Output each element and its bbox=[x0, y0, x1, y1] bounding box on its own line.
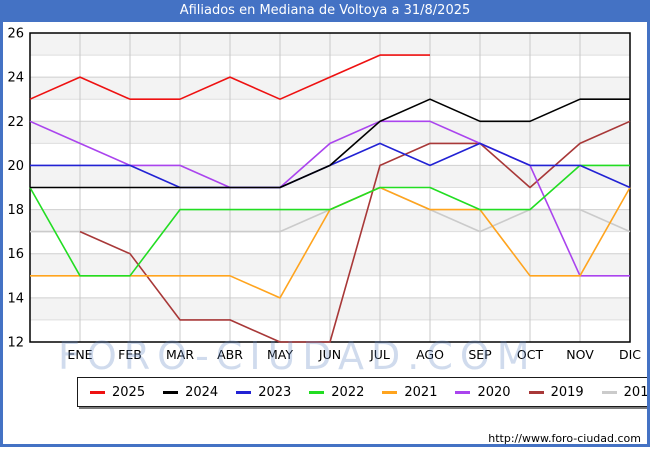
legend-item-2025: 2025 bbox=[90, 385, 145, 400]
legend-item-2021: 2021 bbox=[382, 385, 437, 400]
legend-swatch-2025 bbox=[90, 390, 105, 394]
x-tick-label: SEP bbox=[468, 347, 492, 362]
x-tick-label: ENE bbox=[67, 347, 92, 362]
legend-label: 2019 bbox=[550, 384, 584, 400]
chart-title: Afiliados en Mediana de Voltoya a 31/8/2… bbox=[3, 0, 647, 22]
x-tick-label: MAY bbox=[267, 347, 293, 362]
legend-item-2024: 2024 bbox=[163, 385, 218, 400]
x-tick-label: JUL bbox=[369, 347, 390, 362]
y-tick-label: 22 bbox=[7, 115, 24, 130]
x-tick-label: AGO bbox=[416, 347, 444, 362]
legend-label: 2025 bbox=[112, 384, 146, 400]
legend-label: 2020 bbox=[477, 384, 511, 400]
y-tick-label: 26 bbox=[7, 27, 24, 42]
x-tick-label: OCT bbox=[517, 347, 544, 362]
legend-swatch-2018 bbox=[601, 390, 617, 394]
y-tick-label: 12 bbox=[7, 336, 24, 351]
legend-item-2022: 2022 bbox=[309, 385, 364, 400]
y-tick-label: 20 bbox=[7, 159, 24, 174]
x-tick-label: NOV bbox=[566, 347, 594, 362]
x-tick-label: JUN bbox=[318, 347, 341, 362]
y-tick-label: 24 bbox=[7, 71, 24, 86]
legend-item-2023: 2023 bbox=[236, 385, 291, 400]
x-tick-label: ABR bbox=[217, 347, 243, 362]
y-tick-label: 14 bbox=[7, 291, 24, 306]
legend-item-2020: 2020 bbox=[455, 384, 511, 400]
x-tick-label: MAR bbox=[166, 347, 194, 362]
x-tick-label: FEB bbox=[118, 347, 142, 362]
line-chart: 26 24 22 20 18 16 14 12 ENE FEB MAR ABR MAY JUN JUL AGO… bbox=[7, 27, 641, 363]
legend-swatch-2021 bbox=[382, 390, 398, 394]
y-tick-label: 18 bbox=[7, 203, 24, 218]
series-line-2025 bbox=[29, 54, 430, 100]
chart-area: 26 24 22 20 18 16 14 12 ENE FEB MAR ABR MAY JUN JUL AGO… bbox=[3, 22, 647, 444]
legend-label: 2021 bbox=[404, 384, 438, 400]
series-line-2019 bbox=[79, 120, 631, 343]
legend-swatch-2023 bbox=[236, 390, 252, 394]
legend-swatch-2024 bbox=[163, 390, 179, 394]
legend-swatch-2019 bbox=[528, 390, 544, 394]
series-line-2024 bbox=[30, 98, 630, 189]
legend-label: 2022 bbox=[331, 384, 365, 400]
legend-label: 2024 bbox=[185, 384, 219, 400]
legend-label: 2023 bbox=[258, 384, 292, 400]
y-tick-label: 16 bbox=[7, 247, 24, 262]
legend-swatch-2020 bbox=[455, 390, 471, 394]
x-tick-label: DIC bbox=[619, 347, 641, 362]
footer-url[interactable]: http://www.foro-ciudad.com bbox=[488, 432, 641, 445]
legend-item-2019: 2019 bbox=[528, 384, 584, 400]
legend-swatch-2022 bbox=[309, 390, 325, 394]
series-line-2022 bbox=[29, 164, 630, 277]
